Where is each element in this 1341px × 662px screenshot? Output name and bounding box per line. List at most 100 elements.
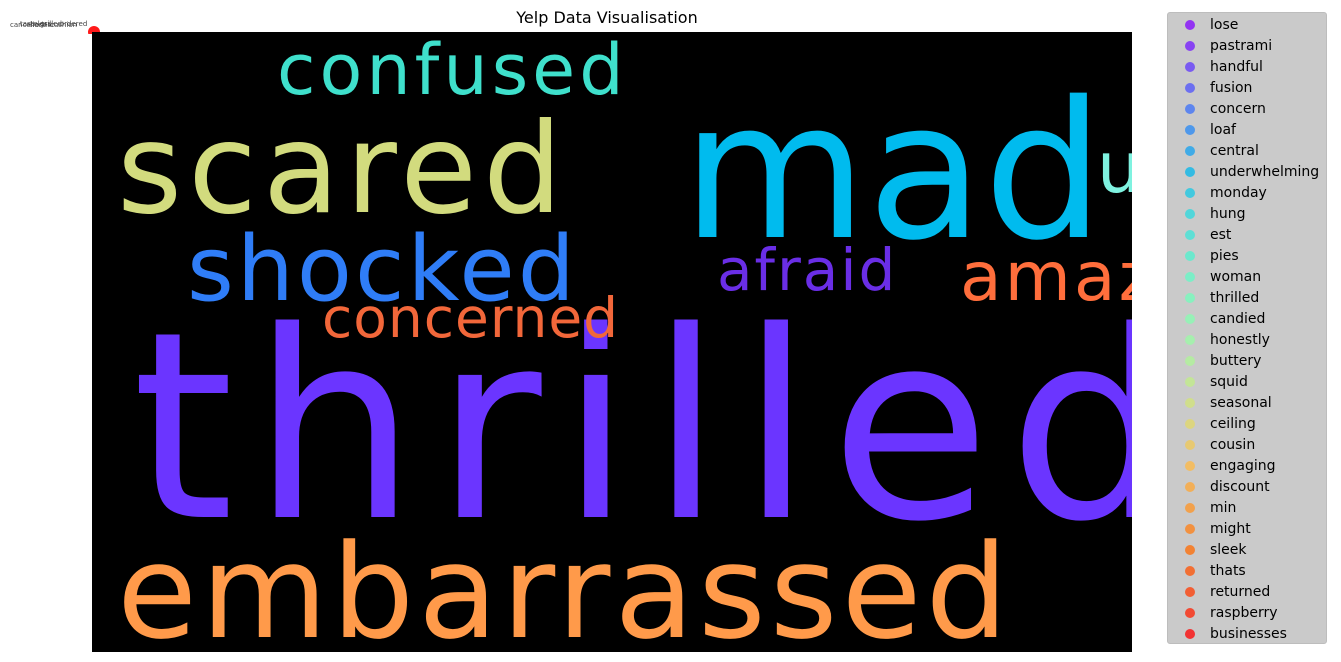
legend-item-returned: returned (1168, 581, 1270, 602)
legend-label: handful (1210, 58, 1263, 75)
legend-item-underwhelming: underwhelming (1168, 161, 1319, 182)
legend-item-central: central (1168, 140, 1259, 161)
legend-label: hung (1210, 205, 1246, 222)
legend-label: loaf (1210, 121, 1236, 138)
legend-marker (1185, 208, 1195, 219)
legend-marker (1185, 292, 1195, 303)
legend-marker (1185, 250, 1195, 261)
legend-item-pastrami: pastrami (1168, 35, 1272, 56)
legend-label: might (1210, 520, 1251, 537)
legend-label: candied (1210, 310, 1266, 327)
legend-label: buttery (1210, 352, 1262, 369)
svg-text:honest: honest (30, 21, 54, 29)
word-thrilled: thrilled (132, 277, 1132, 579)
legend-marker (1185, 565, 1195, 576)
legend-label: seasonal (1210, 394, 1272, 411)
svg-text:ordered: ordered (60, 20, 87, 28)
word-amazed: amazed (960, 238, 1132, 317)
legend-item-honestly: honestly (1168, 329, 1270, 350)
legend-label: sleek (1210, 541, 1247, 558)
legend-marker (1185, 376, 1195, 387)
legend-label: underwhelming (1210, 163, 1320, 180)
legend-label: thrilled (1210, 289, 1260, 306)
legend-item-fusion: fusion (1168, 77, 1252, 98)
legend-item-raspberry: raspberry (1168, 602, 1278, 623)
legend-label: woman (1210, 268, 1262, 285)
legend-marker (1185, 145, 1195, 156)
legend-marker (1185, 103, 1195, 114)
legend-item-lose: lose (1168, 14, 1238, 35)
legend-marker (1185, 124, 1195, 135)
legend-item-businesses: businesses (1168, 623, 1287, 644)
legend-marker (1185, 187, 1195, 198)
word-embarrassed: embarrassed (117, 516, 1012, 652)
legend-label: businesses (1210, 625, 1287, 642)
legend-label: ceiling (1210, 415, 1256, 432)
legend-label: squid (1210, 373, 1248, 390)
legend-marker (1185, 397, 1195, 408)
legend-marker (1185, 481, 1195, 492)
legend-marker (1185, 82, 1195, 93)
legend-marker (1185, 61, 1195, 72)
legend-item-candied: candied (1168, 308, 1265, 329)
legend-label: pastrami (1210, 37, 1273, 54)
legend-item-loaf: loaf (1168, 119, 1236, 140)
legend-label: est (1210, 226, 1232, 243)
legend-marker (1185, 334, 1195, 345)
word-mad: mad (682, 61, 1104, 282)
legend-item-thrilled: thrilled (1168, 287, 1259, 308)
legend-item-might: might (1168, 518, 1251, 539)
legend: lose pastrami handful fusion concern loaf cent… (1167, 12, 1327, 644)
legend-item-squid: squid (1168, 371, 1248, 392)
legend-marker (1185, 229, 1195, 240)
svg-text:tasteless: tasteless (20, 20, 52, 28)
legend-item-pies: pies (1168, 245, 1239, 266)
overlapping-tick-labels: cancelled tasteless honest grilled cushi… (10, 20, 100, 34)
chart-title: Yelp Data Visualisation (516, 8, 698, 27)
legend-label: lose (1210, 16, 1239, 33)
legend-item-sleek: sleek (1168, 539, 1247, 560)
svg-text:cancelled: cancelled (10, 21, 43, 29)
legend-label: honestly (1210, 331, 1270, 348)
legend-label: cousin (1210, 436, 1256, 453)
legend-marker (1185, 439, 1195, 450)
legend-item-hung: hung (1168, 203, 1246, 224)
legend-item-min: min (1168, 497, 1236, 518)
legend-item-buttery: buttery (1168, 350, 1261, 371)
svg-text:grilled: grilled (40, 20, 62, 28)
legend-label: central (1210, 142, 1259, 159)
legend-marker (1185, 166, 1195, 177)
legend-item-discount: discount (1168, 476, 1270, 497)
legend-label: engaging (1210, 457, 1276, 474)
word-afraid: afraid (717, 236, 897, 304)
svg-text:cushion: cushion (50, 21, 77, 29)
word-upset: upset (1097, 127, 1132, 209)
word-shocked: shocked (187, 217, 578, 322)
legend-label: thats (1210, 562, 1246, 579)
legend-label: fusion (1210, 79, 1253, 96)
legend-item-concern: concern (1168, 98, 1266, 119)
legend-label: concern (1210, 100, 1266, 117)
legend-marker (1185, 628, 1195, 639)
legend-label: discount (1210, 478, 1270, 495)
legend-marker (1185, 271, 1195, 282)
legend-marker (1185, 523, 1195, 534)
legend-item-seasonal: seasonal (1168, 392, 1272, 413)
legend-label: min (1210, 499, 1237, 516)
legend-marker (1185, 355, 1195, 366)
legend-marker (1185, 586, 1195, 597)
legend-item-woman: woman (1168, 266, 1261, 287)
legend-item-thats: thats (1168, 560, 1246, 581)
legend-item-handful: handful (1168, 56, 1263, 77)
legend-marker (1185, 502, 1195, 513)
legend-label: pies (1210, 247, 1239, 264)
legend-marker (1185, 313, 1195, 324)
legend-label: returned (1210, 583, 1271, 600)
legend-marker (1185, 460, 1195, 471)
legend-item-ceiling: ceiling (1168, 413, 1256, 434)
legend-item-cousin: cousin (1168, 434, 1255, 455)
legend-item-est: est (1168, 224, 1231, 245)
wordcloud-image: thrilled mad scared embarrassed shocked confu… (92, 32, 1132, 652)
legend-marker (1185, 544, 1195, 555)
